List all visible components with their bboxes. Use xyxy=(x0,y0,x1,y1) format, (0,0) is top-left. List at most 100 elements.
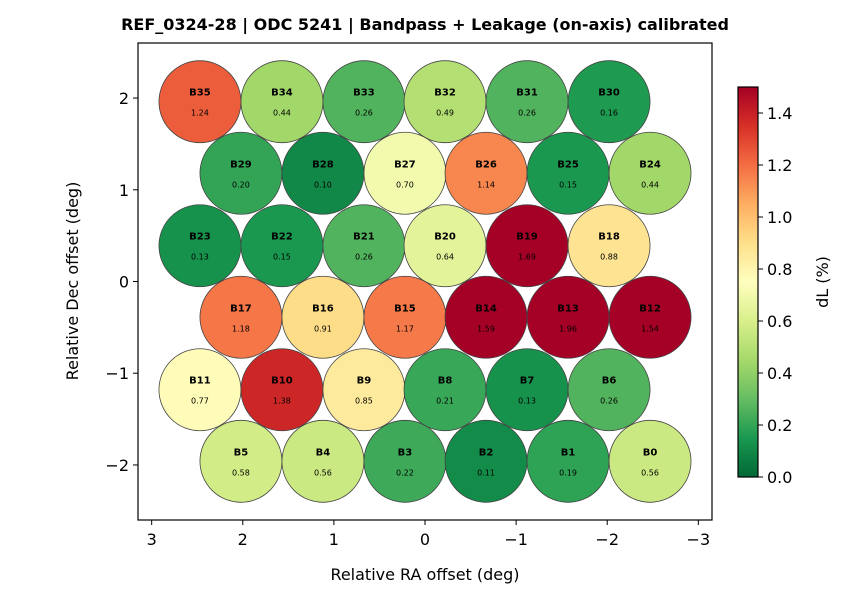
beam-circle xyxy=(403,348,487,432)
beam-value-label: 1.38 xyxy=(273,397,291,406)
beam-circle xyxy=(199,275,283,359)
beam-value-label: 0.44 xyxy=(273,109,291,118)
beam-name-label: B3 xyxy=(398,447,413,458)
beam-circle xyxy=(363,275,447,359)
beam-circle xyxy=(608,131,692,215)
x-axis-ticks: 3 2 1 0 −1 −2 −3 xyxy=(147,520,711,549)
beam-b2: B2 0.11 xyxy=(444,419,528,503)
beam-value-label: 0.49 xyxy=(436,109,454,118)
beam-name-label: B34 xyxy=(271,88,293,99)
beam-name-label: B24 xyxy=(639,159,661,170)
beam-circle xyxy=(158,60,242,144)
x-tick-label: 2 xyxy=(238,530,248,549)
beam-b10: B10 1.38 xyxy=(240,348,324,432)
beam-b7: B7 0.13 xyxy=(485,348,569,432)
beam-value-label: 0.64 xyxy=(436,253,454,262)
beam-b21: B21 0.26 xyxy=(322,204,406,288)
beam-name-label: B31 xyxy=(516,88,538,99)
beam-b8: B8 0.21 xyxy=(403,348,487,432)
beam-name-label: B23 xyxy=(189,232,211,243)
beam-circle xyxy=(322,60,406,144)
beam-circle xyxy=(240,204,324,288)
beam-b26: B26 1.14 xyxy=(444,131,528,215)
beam-value-label: 0.13 xyxy=(518,397,536,406)
beam-b12: B12 1.54 xyxy=(608,275,692,359)
beam-value-label: 0.20 xyxy=(232,180,250,189)
beam-b24: B24 0.44 xyxy=(608,131,692,215)
beam-b29: B29 0.20 xyxy=(199,131,283,215)
beam-name-label: B5 xyxy=(234,447,249,458)
beam-circle xyxy=(199,131,283,215)
beam-circle xyxy=(403,60,487,144)
beam-circle xyxy=(158,348,242,432)
beam-circle xyxy=(444,275,528,359)
x-tick-label: 0 xyxy=(420,530,430,549)
beam-circle xyxy=(281,419,365,503)
colorbar-tick-label: 0.0 xyxy=(767,468,792,487)
beam-value-label: 0.15 xyxy=(559,180,577,189)
beam-b14: B14 1.59 xyxy=(444,275,528,359)
beam-b3: B3 0.22 xyxy=(363,419,447,503)
beam-value-label: 0.26 xyxy=(600,397,618,406)
beam-b23: B23 0.13 xyxy=(158,204,242,288)
beam-value-label: 1.96 xyxy=(559,324,577,333)
beam-value-label: 0.16 xyxy=(600,109,618,118)
beam-value-label: 1.24 xyxy=(191,109,209,118)
beam-circle xyxy=(485,204,569,288)
x-tick-label: −3 xyxy=(687,530,711,549)
beam-circle xyxy=(485,348,569,432)
beam-value-label: 0.26 xyxy=(355,109,373,118)
colorbar-tick-label: 1.2 xyxy=(767,156,792,175)
beam-name-label: B35 xyxy=(189,88,211,99)
beam-name-label: B29 xyxy=(230,159,252,170)
beam-value-label: 0.77 xyxy=(191,397,209,406)
beam-b15: B15 1.17 xyxy=(363,275,447,359)
beam-value-label: 0.26 xyxy=(355,253,373,262)
beam-circle xyxy=(526,419,610,503)
beam-name-label: B6 xyxy=(602,376,617,387)
beam-name-label: B2 xyxy=(479,447,494,458)
beam-name-label: B0 xyxy=(643,447,658,458)
beam-value-label: 0.11 xyxy=(477,468,495,477)
beam-b4: B4 0.56 xyxy=(281,419,365,503)
beam-value-label: 1.69 xyxy=(518,253,536,262)
colorbar-tick-label: 0.8 xyxy=(767,260,792,279)
chart-title: REF_0324-28 | ODC 5241 | Bandpass + Leak… xyxy=(121,15,729,35)
beam-value-label: 0.70 xyxy=(396,180,414,189)
beam-b5: B5 0.58 xyxy=(199,419,283,503)
beam-name-label: B16 xyxy=(312,303,334,314)
beam-circle xyxy=(199,419,283,503)
colorbar-tick-label: 1.4 xyxy=(767,104,792,123)
beam-name-label: B1 xyxy=(561,447,576,458)
colorbar-tick-label: 0.6 xyxy=(767,312,792,331)
beam-name-label: B18 xyxy=(598,232,620,243)
beam-circle xyxy=(567,204,651,288)
colorbar-tick-label: 0.2 xyxy=(767,416,792,435)
beam-b11: B11 0.77 xyxy=(158,348,242,432)
beam-name-label: B15 xyxy=(394,303,416,314)
beam-b35: B35 1.24 xyxy=(158,60,242,144)
beam-name-label: B22 xyxy=(271,232,293,243)
beam-circle xyxy=(403,204,487,288)
y-axis-ticks: 2 1 0 −1 −2 xyxy=(105,89,138,475)
beam-circle xyxy=(567,60,651,144)
y-axis-label: Relative Dec offset (deg) xyxy=(63,182,82,381)
beam-value-label: 0.26 xyxy=(518,109,536,118)
beam-b19: B19 1.69 xyxy=(485,204,569,288)
beam-value-label: 0.56 xyxy=(641,468,659,477)
beam-value-label: 0.91 xyxy=(314,324,332,333)
beam-circle xyxy=(526,275,610,359)
x-tick-label: −1 xyxy=(504,530,528,549)
beam-b25: B25 0.15 xyxy=(526,131,610,215)
beam-value-label: 1.54 xyxy=(641,324,659,333)
beam-circle xyxy=(363,419,447,503)
beam-value-label: 0.44 xyxy=(641,180,659,189)
beam-b18: B18 0.88 xyxy=(567,204,651,288)
beam-circle xyxy=(240,348,324,432)
beam-b0: B0 0.56 xyxy=(608,419,692,503)
beam-value-label: 1.59 xyxy=(477,324,495,333)
beam-name-label: B10 xyxy=(271,376,293,387)
beam-b30: B30 0.16 xyxy=(567,60,651,144)
beam-value-label: 0.22 xyxy=(396,468,414,477)
